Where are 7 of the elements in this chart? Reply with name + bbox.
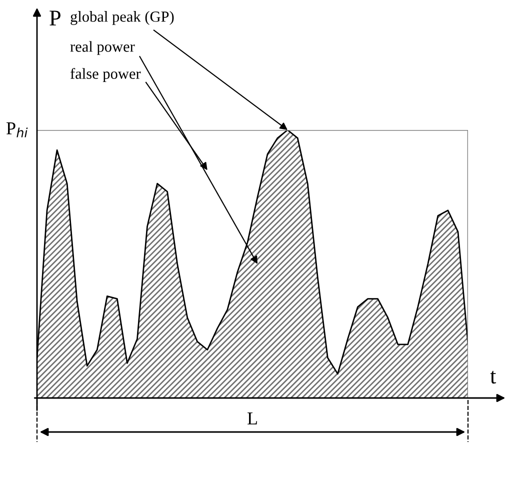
text: global peak (GP) [70,11,174,25]
x-axis-title: t [490,370,496,384]
y-axis-title: P [50,10,60,26]
ref-line-label: P$_{hi}$ [6,122,28,138]
text: L [248,412,257,424]
text: false power [70,68,141,82]
text: real power [70,41,135,55]
